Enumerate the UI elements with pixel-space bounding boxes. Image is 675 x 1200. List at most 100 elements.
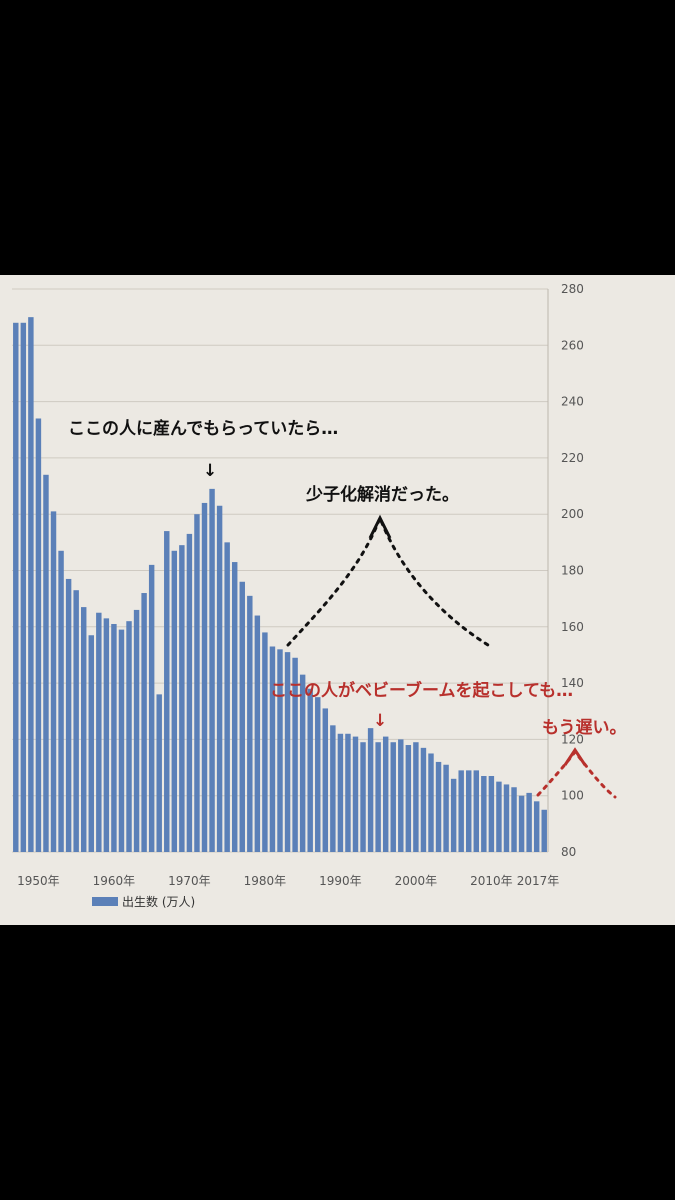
bar	[322, 708, 329, 852]
bar	[201, 502, 208, 852]
bar	[360, 742, 366, 852]
bar	[20, 322, 27, 852]
bar	[254, 615, 261, 852]
caret-red	[563, 747, 587, 766]
bar	[239, 581, 245, 852]
bar	[315, 697, 321, 852]
annotation-peak: 少子化解消だった。	[305, 484, 459, 505]
bar	[375, 742, 381, 852]
bar	[103, 618, 110, 852]
bar	[488, 776, 495, 852]
x-tick-label: 1980年	[244, 874, 287, 888]
y-tick-label: 80	[561, 845, 576, 859]
x-tick-label: 1990年	[319, 874, 362, 888]
bar	[292, 657, 298, 852]
x-tick-label: 1970年	[168, 874, 211, 888]
x-tick-labels: 1950年 1960年 1970年 1980年 1990年 2000年 2010年 2017年	[17, 874, 559, 888]
caret-black	[368, 514, 392, 539]
annotation-red-arrow: ↓	[373, 711, 387, 731]
bar	[398, 739, 404, 852]
y-tick-label: 240	[561, 395, 584, 409]
bar	[435, 761, 442, 852]
bar	[511, 787, 517, 852]
x-tick-label: 1950年	[17, 874, 60, 888]
y-tick-labels: 80 100 120 140 160 180 200 220 240 260 280	[561, 282, 584, 859]
bar	[50, 511, 57, 852]
bar	[541, 809, 547, 852]
bar	[533, 801, 540, 852]
bar	[148, 564, 155, 852]
annotation-red-2: もう遅い。	[542, 718, 627, 738]
bar	[284, 652, 291, 852]
bar	[337, 733, 344, 852]
bar	[28, 317, 34, 852]
bar	[126, 621, 132, 852]
x-tick-label: 2010年	[470, 874, 513, 888]
x-tick-label: 2000年	[395, 874, 438, 888]
bar	[118, 629, 125, 852]
bar	[141, 593, 147, 852]
annotation-top: ここの人に産んでもらっていたら…	[68, 418, 338, 439]
bar	[224, 542, 230, 852]
bar	[35, 418, 42, 852]
bars	[13, 317, 547, 853]
bar	[503, 784, 510, 852]
bar	[390, 742, 396, 852]
bar	[231, 562, 238, 852]
bar	[481, 776, 487, 852]
bar	[262, 632, 268, 852]
bar	[458, 770, 464, 852]
bar	[367, 728, 374, 852]
bar	[496, 781, 502, 853]
y-tick-label: 120	[561, 732, 584, 746]
bar	[81, 607, 87, 852]
bar	[269, 646, 276, 852]
bar	[466, 770, 472, 852]
bar	[330, 725, 336, 852]
bar	[277, 649, 283, 852]
bar	[171, 550, 178, 852]
y-tick-label: 100	[561, 789, 584, 803]
bar	[420, 747, 427, 852]
bar	[307, 688, 313, 852]
bar	[299, 674, 306, 852]
y-tick-label: 140	[561, 676, 584, 690]
bar	[473, 770, 479, 852]
bar	[43, 474, 49, 852]
bar	[179, 545, 185, 852]
bar	[352, 736, 359, 852]
y-tick-label: 180	[561, 564, 584, 578]
annotation-top-arrow: ↓	[203, 461, 217, 481]
y-tick-label: 160	[561, 620, 584, 634]
bar	[73, 590, 79, 852]
bar	[209, 488, 215, 852]
bar	[65, 578, 72, 852]
bar	[186, 533, 193, 852]
x-tick-label: 2017年	[517, 874, 560, 888]
bar	[194, 514, 200, 852]
bar	[443, 764, 449, 852]
bar	[156, 694, 162, 852]
bar	[526, 792, 532, 852]
bar	[111, 623, 117, 852]
legend-label: 出生数 (万人)	[122, 894, 195, 909]
bar	[164, 531, 170, 852]
bar	[247, 595, 253, 852]
bar	[96, 612, 102, 852]
bar	[428, 753, 434, 852]
bar	[133, 609, 140, 852]
bar	[413, 742, 419, 852]
bar	[88, 635, 94, 852]
bar	[450, 778, 457, 852]
annotation-red-1: ここの人がベビーブームを起こしても…	[270, 680, 573, 701]
bar	[216, 505, 223, 852]
bar	[58, 550, 64, 852]
legend-swatch	[92, 897, 118, 906]
x-tick-label: 1960年	[93, 874, 136, 888]
bar	[13, 322, 19, 852]
y-tick-label: 260	[561, 338, 584, 352]
y-tick-label: 280	[561, 282, 584, 296]
y-tick-label: 220	[561, 451, 584, 465]
bar	[382, 736, 389, 852]
